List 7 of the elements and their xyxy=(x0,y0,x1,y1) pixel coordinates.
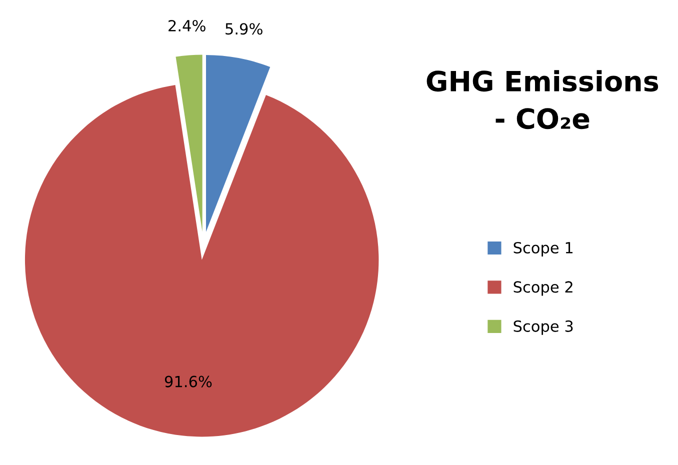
data-label: 2.4% xyxy=(168,20,206,32)
legend-label: Scope 3 xyxy=(514,320,573,335)
text: GHG Emissions - CO₂e xyxy=(426,70,658,130)
data-label: 91.6% xyxy=(164,376,212,388)
data-label: 5.9% xyxy=(226,23,262,35)
legend-label: Scope 2 xyxy=(514,281,572,296)
legend-label: Scope 1 xyxy=(514,242,573,256)
